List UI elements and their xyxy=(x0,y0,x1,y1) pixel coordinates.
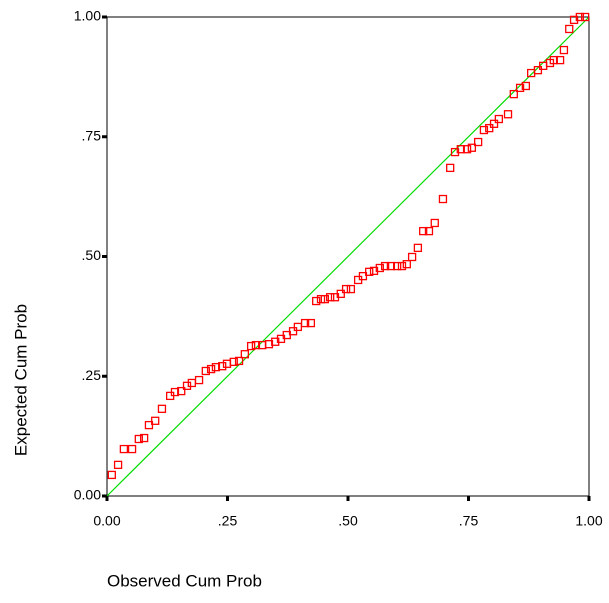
reference-line xyxy=(106,16,590,497)
y-tick-label: .75 xyxy=(82,127,102,143)
point xyxy=(139,433,149,443)
point xyxy=(413,243,423,253)
point xyxy=(467,143,477,152)
point xyxy=(575,12,584,22)
point xyxy=(393,261,402,271)
point xyxy=(430,218,439,228)
point xyxy=(407,252,417,262)
point xyxy=(177,386,186,396)
point xyxy=(326,293,335,302)
point xyxy=(306,318,316,328)
point xyxy=(341,284,351,294)
point xyxy=(312,296,321,306)
point xyxy=(211,362,221,372)
point xyxy=(365,267,374,276)
point xyxy=(251,340,261,350)
x-tick-label: .50 xyxy=(338,513,358,529)
point xyxy=(555,55,565,65)
point xyxy=(194,375,204,385)
point xyxy=(580,12,590,22)
point xyxy=(456,145,465,154)
point xyxy=(113,460,123,470)
point xyxy=(515,83,525,93)
y-tick-label: 0.00 xyxy=(74,487,101,503)
point xyxy=(397,261,407,271)
point xyxy=(386,261,396,271)
point xyxy=(419,226,428,236)
point xyxy=(521,81,531,91)
point xyxy=(375,263,384,273)
point xyxy=(438,194,448,204)
point xyxy=(402,260,411,269)
point xyxy=(170,387,180,397)
point xyxy=(293,322,303,332)
point xyxy=(533,66,543,75)
point xyxy=(503,110,513,119)
x-axis-title: Observed Cum Prob xyxy=(107,571,262,590)
point xyxy=(134,434,143,444)
point xyxy=(107,470,116,480)
point xyxy=(494,114,504,124)
point xyxy=(479,125,489,135)
point xyxy=(144,420,154,430)
point xyxy=(424,226,434,236)
point xyxy=(462,145,472,154)
point xyxy=(489,119,499,128)
point xyxy=(446,163,455,173)
point xyxy=(509,89,518,99)
point xyxy=(346,284,356,294)
point xyxy=(157,404,167,413)
y-axis-title: Expected Cum Prob xyxy=(11,304,30,456)
point xyxy=(240,350,250,359)
point xyxy=(201,366,210,376)
point xyxy=(358,271,368,281)
point xyxy=(549,55,558,65)
point xyxy=(234,356,244,366)
x-tick-label: 1.00 xyxy=(575,513,602,529)
point xyxy=(151,416,160,425)
point xyxy=(229,357,238,367)
y-tick-label: .50 xyxy=(82,247,102,263)
point xyxy=(288,327,298,336)
point xyxy=(218,362,227,371)
x-tick-label: .75 xyxy=(459,513,479,529)
point xyxy=(119,444,129,454)
point xyxy=(264,340,274,349)
point xyxy=(127,444,137,454)
point xyxy=(565,24,574,34)
point xyxy=(485,123,494,133)
point xyxy=(559,45,569,55)
point xyxy=(336,289,345,299)
point xyxy=(380,261,390,271)
x-tick-label: .25 xyxy=(218,513,238,529)
x-tick-label: 0.00 xyxy=(93,513,120,529)
point xyxy=(300,318,310,328)
point xyxy=(527,68,536,78)
y-tick-label: 1.00 xyxy=(74,8,101,24)
y-tick-label: .25 xyxy=(82,367,102,383)
point xyxy=(246,341,256,351)
point xyxy=(473,137,483,147)
point xyxy=(320,294,330,304)
point xyxy=(222,359,232,368)
point xyxy=(206,364,216,374)
